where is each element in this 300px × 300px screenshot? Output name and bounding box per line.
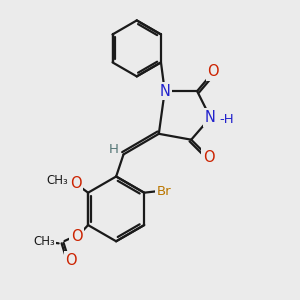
- Text: H: H: [108, 143, 118, 157]
- Text: O: O: [71, 230, 83, 244]
- Text: N: N: [205, 110, 216, 125]
- Text: Br: Br: [157, 185, 171, 198]
- Text: -H: -H: [219, 112, 234, 126]
- Text: O: O: [203, 150, 215, 165]
- Text: CH₃: CH₃: [34, 236, 56, 248]
- Text: O: O: [208, 64, 219, 80]
- Text: O: O: [65, 253, 77, 268]
- Text: N: N: [159, 84, 170, 99]
- Text: O: O: [70, 176, 82, 191]
- Text: CH₃: CH₃: [46, 174, 68, 188]
